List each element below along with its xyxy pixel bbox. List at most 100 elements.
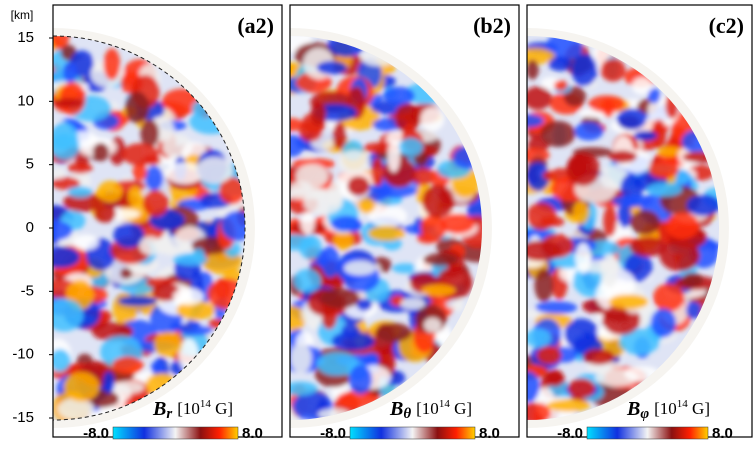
field-blob	[526, 203, 556, 231]
colorbar-min: -8.0	[320, 425, 346, 442]
figure: [km] 15 10 5 0 -5 -10 -15 (a2)Br[1014 G]-8.08.…	[0, 0, 754, 451]
field-blob	[647, 182, 683, 196]
y-tick-label: 15	[17, 29, 34, 46]
field-map	[273, 26, 498, 430]
field-blob	[600, 254, 618, 287]
field-blob	[524, 86, 552, 110]
field-blob	[333, 122, 347, 149]
field-blob	[103, 371, 115, 394]
field-map	[35, 24, 254, 424]
field-blob	[311, 102, 327, 126]
field-blob	[686, 194, 720, 216]
field-blob	[37, 221, 72, 241]
field-blob	[534, 269, 553, 302]
field-blob	[125, 92, 149, 124]
colorbar-title-part: θ	[403, 406, 411, 422]
field-blob	[273, 234, 314, 250]
field-blob	[112, 357, 143, 375]
field-blob	[566, 152, 600, 186]
field-blob	[634, 131, 658, 141]
colorbar-title-part: G]	[450, 399, 472, 418]
field-blob	[284, 382, 318, 396]
field-blob	[519, 240, 562, 261]
field-blob	[301, 212, 315, 235]
colorbar	[350, 427, 475, 439]
colorbar-title: Br[1014 G]	[152, 398, 233, 423]
colorbar-title-part: φ	[640, 406, 649, 422]
colorbar-title-part: 14	[677, 398, 689, 410]
y-tick-label: 0	[26, 219, 34, 236]
field-blob	[50, 122, 78, 150]
field-blob	[154, 332, 182, 357]
field-blobs	[273, 26, 498, 430]
field-blob	[145, 165, 163, 190]
field-blob	[537, 346, 562, 364]
field-blob	[280, 135, 304, 157]
y-tick-label: 5	[26, 156, 34, 173]
colorbar-min: -8.0	[557, 425, 583, 442]
field-blob	[293, 269, 321, 293]
colorbar-max: 8.0	[242, 425, 263, 442]
field-blob	[368, 226, 405, 241]
field-blob	[140, 120, 159, 148]
field-map	[506, 32, 728, 431]
field-blob	[93, 143, 109, 161]
field-blob	[659, 239, 699, 271]
colorbar-title-part: [10	[177, 399, 200, 418]
field-blob	[420, 107, 444, 131]
field-blob	[331, 216, 362, 232]
field-blob	[575, 243, 590, 274]
field-blob	[600, 59, 625, 82]
field-blob	[139, 236, 161, 255]
field-blob	[666, 212, 699, 239]
colorbar-title-part: B	[152, 398, 166, 420]
field-blob	[554, 80, 568, 90]
field-blob	[122, 143, 160, 165]
field-blob	[347, 176, 370, 196]
field-blob	[112, 381, 144, 394]
field-blob	[568, 379, 595, 398]
y-tick-label: -10	[12, 346, 34, 363]
colorbar-max: 8.0	[712, 425, 733, 442]
colorbar-title: Bθ[1014 G]	[389, 398, 472, 423]
field-blob	[548, 57, 571, 72]
y-tick-label: -15	[12, 409, 34, 426]
field-blob	[573, 201, 589, 224]
colorbar-max: 8.0	[479, 425, 500, 442]
field-blob	[603, 206, 617, 237]
field-blob	[332, 331, 375, 350]
field-blob	[400, 298, 425, 310]
field-blob	[422, 185, 454, 218]
panel-label: (b2)	[473, 13, 511, 38]
field-blob	[98, 181, 123, 203]
field-blob	[104, 48, 121, 80]
field-blob	[118, 296, 157, 306]
colorbar-title-part: G]	[688, 399, 710, 418]
field-blob	[617, 108, 647, 130]
field-blob	[648, 88, 661, 103]
field-blob	[452, 301, 464, 312]
field-blob	[424, 318, 442, 333]
field-blob	[546, 369, 564, 386]
field-blob	[526, 60, 539, 80]
colorbar-title-part: [10	[654, 399, 677, 418]
field-blob	[421, 285, 456, 296]
field-blob	[440, 214, 475, 234]
y-tick-label: -5	[21, 282, 34, 299]
field-blob	[128, 186, 143, 206]
field-blob	[423, 253, 458, 266]
field-blob	[286, 187, 327, 200]
y-tick-label: 10	[17, 92, 34, 109]
field-blob	[609, 294, 649, 309]
field-blob	[53, 98, 84, 108]
field-blob	[371, 158, 383, 188]
axis-unit: [km]	[11, 8, 34, 22]
field-blob	[630, 210, 660, 235]
field-blob	[64, 372, 100, 402]
field-blob	[143, 190, 169, 217]
panel-label: (c2)	[709, 13, 744, 38]
field-blob	[682, 273, 703, 288]
field-blob	[290, 343, 311, 373]
field-blob	[517, 371, 539, 402]
